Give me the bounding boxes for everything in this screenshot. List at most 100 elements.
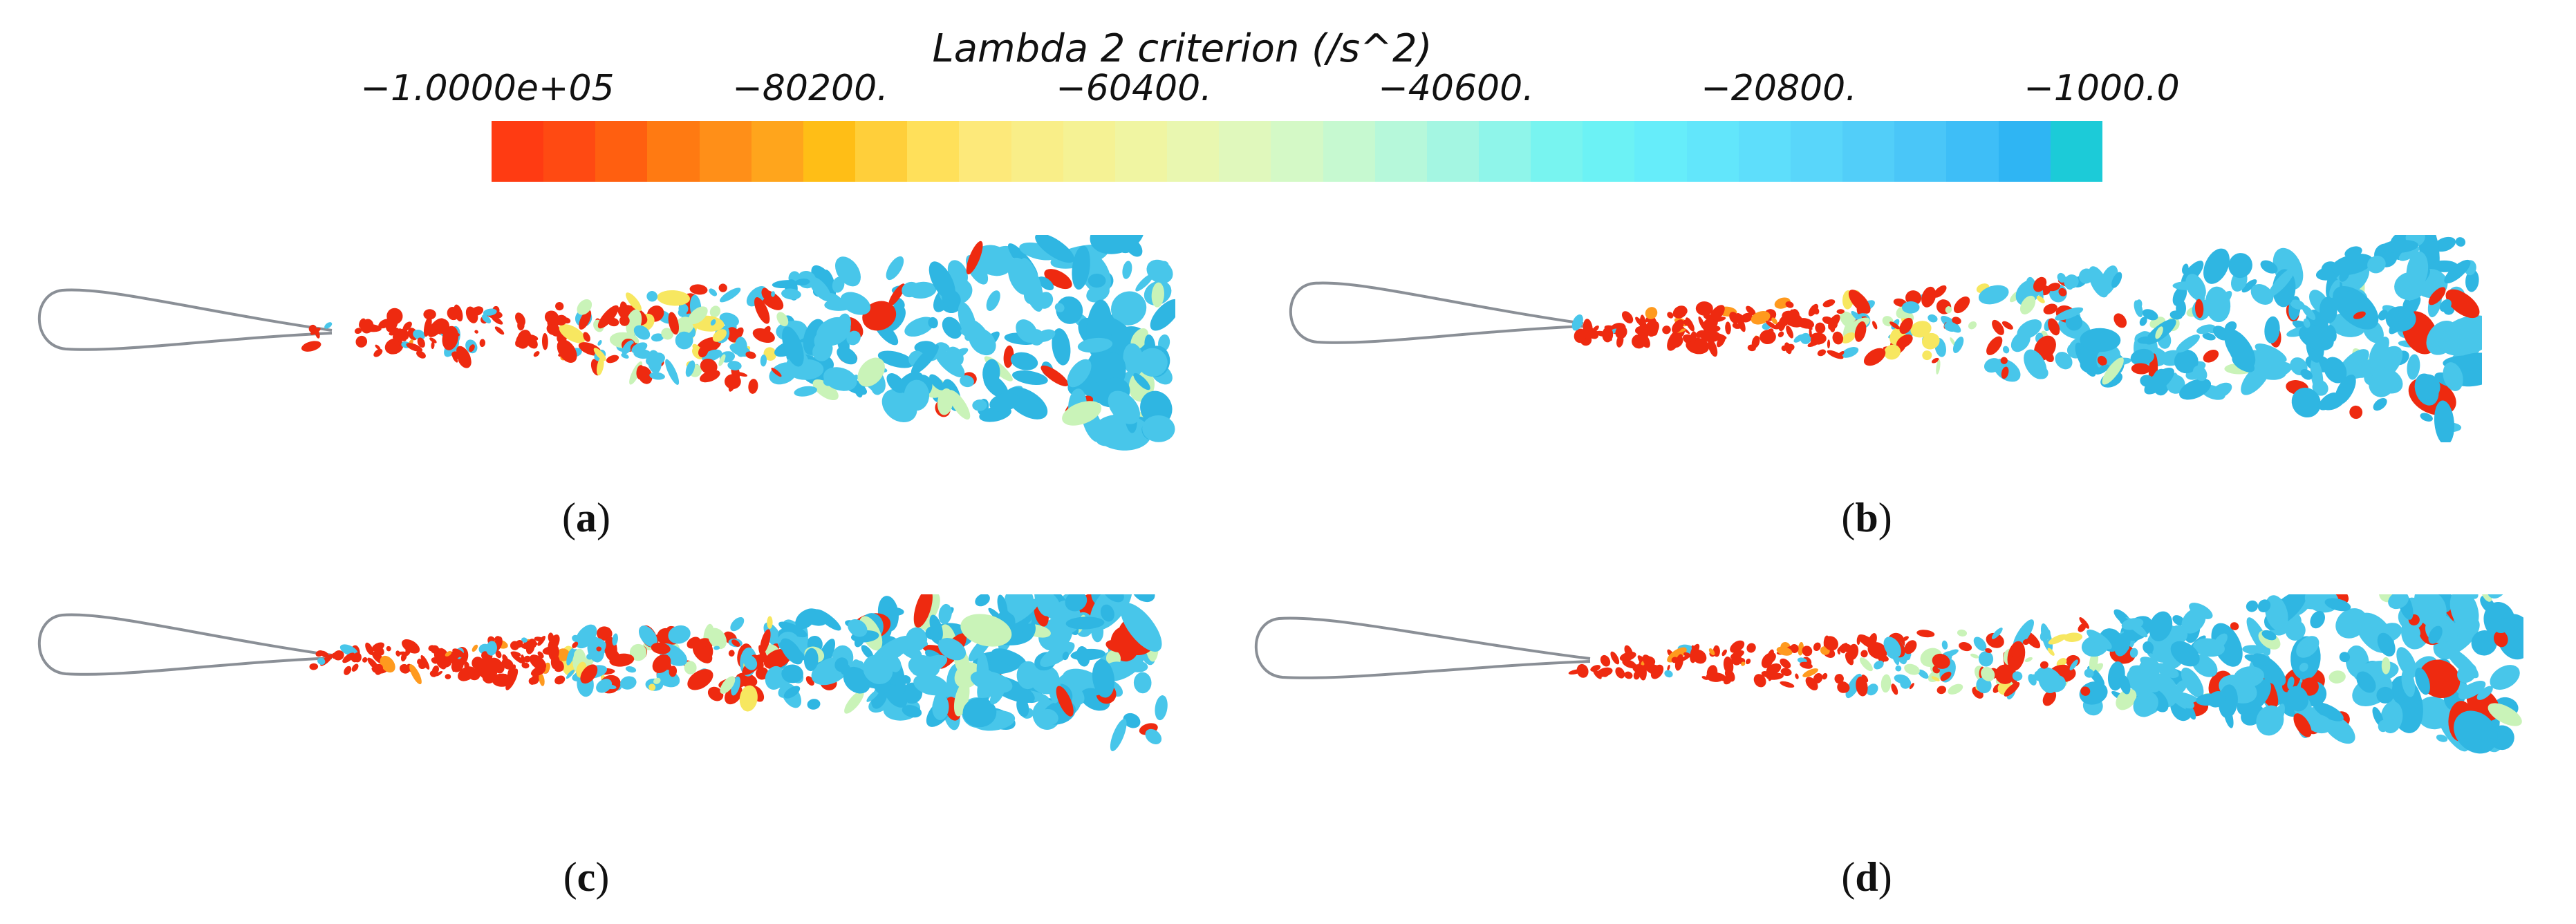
vortex-blob <box>371 642 384 652</box>
vortex-blob <box>2075 342 2096 377</box>
vortex-blob <box>2000 357 2008 364</box>
vortex-blob <box>649 372 665 380</box>
vortex-blob <box>625 666 637 673</box>
vortex-blob <box>2001 321 2013 330</box>
vortex-blob <box>1003 345 1014 368</box>
vortex-blob <box>1632 664 1646 673</box>
vortex-blob <box>1150 299 1175 331</box>
vortex-blob <box>2388 594 2409 610</box>
vortex-blob <box>832 276 845 293</box>
vortex-blob <box>827 293 844 308</box>
vortex-blob <box>2114 632 2131 657</box>
vortex-blob <box>435 671 443 677</box>
vortex-blob <box>1973 637 1987 651</box>
vortex-blob <box>1986 336 2003 355</box>
vortex-blob <box>2488 703 2522 726</box>
vortex-blob <box>2449 594 2479 632</box>
vortex-blob <box>684 661 697 675</box>
vortex-blob <box>657 290 690 306</box>
vortex-blob <box>1900 677 1912 689</box>
colorbar-swatch <box>2050 121 2102 182</box>
vortex-blob <box>2203 350 2219 363</box>
vortex-blob <box>1874 660 1884 670</box>
vortex-blob <box>835 256 861 287</box>
colorbar-swatch <box>1478 121 1531 182</box>
vortex-blob <box>1747 344 1756 352</box>
vortex-blob <box>1016 661 1040 690</box>
vortex-blob <box>2119 675 2131 695</box>
vortex-blob <box>1941 640 1948 650</box>
vortex-blob <box>675 331 693 350</box>
vortex-blob <box>1645 307 1658 319</box>
vortex-blob <box>2176 334 2200 353</box>
vortex-blob <box>1802 668 1818 677</box>
vortex-blob <box>1677 305 1686 314</box>
vortex-blob <box>2233 666 2264 688</box>
vortex-blob <box>745 351 756 359</box>
vortex-blob <box>1056 296 1083 324</box>
vortex-blob <box>456 346 472 365</box>
vortex-blob <box>2300 369 2313 380</box>
wake-panel-c <box>28 594 1175 760</box>
vortex-blob <box>539 672 545 686</box>
colorbar-tick-2: −80200. <box>732 68 888 109</box>
vortex-blob <box>515 640 523 648</box>
vortex-blob <box>1133 373 1150 390</box>
vortex-blob <box>765 666 785 690</box>
vortex-blob <box>834 657 849 672</box>
vortex-blob <box>2265 595 2288 631</box>
vortex-blob <box>2310 357 2324 394</box>
vortex-blob <box>301 341 321 352</box>
vortex-blob <box>1145 728 1162 744</box>
vortex-blob <box>687 669 713 690</box>
vortex-blob <box>2455 237 2466 247</box>
vortex-blob <box>2378 310 2389 321</box>
vortex-blob <box>1615 667 1625 679</box>
vortex-blob <box>991 648 1027 668</box>
vortex-blob <box>550 654 560 670</box>
vortex-blob <box>1721 649 1727 657</box>
vortex-blob <box>1741 312 1753 323</box>
vortex-blob <box>1985 648 1992 653</box>
vortex-blob <box>429 337 437 343</box>
vortex-blob <box>2121 618 2144 630</box>
vortex-blob <box>606 355 619 364</box>
vortex-blob <box>2381 239 2418 254</box>
vortex-blob <box>1807 339 1821 348</box>
vortex-blob <box>1662 326 1671 334</box>
vortex-blob <box>2040 628 2051 641</box>
airfoil-outline <box>37 288 333 351</box>
vortex-blob <box>809 276 832 302</box>
vortex-blob <box>1105 639 1128 653</box>
vortex-blob <box>1836 309 1845 314</box>
colorbar-swatch <box>803 121 856 182</box>
vortex-blob <box>2012 671 2023 681</box>
vortex-blob <box>767 616 773 629</box>
vortex-blob <box>661 328 674 340</box>
vortex-blob <box>2493 630 2508 648</box>
vortex-blob <box>452 355 458 363</box>
vortex-blob <box>2241 279 2257 293</box>
vortex-blob <box>719 287 741 303</box>
vortex-blob <box>934 348 965 377</box>
vortex-blob <box>1944 321 1958 332</box>
vortex-blob <box>844 690 864 714</box>
vortex-blob <box>1860 650 1868 658</box>
vortex-blob <box>464 661 469 670</box>
vortex-blob <box>1780 668 1792 677</box>
vortex-blob <box>2064 274 2079 289</box>
vortex-blob <box>1800 661 1813 669</box>
vortex-blob <box>2002 346 2010 354</box>
colorbar-swatch <box>543 121 596 182</box>
vortex-blob <box>960 375 974 388</box>
vortex-blob <box>1037 276 1054 291</box>
vortex-blob <box>2438 315 2482 356</box>
vortex-blob <box>1142 415 1175 442</box>
vortex-blob <box>2189 603 2213 619</box>
vortex-blob <box>2290 299 2305 310</box>
vortex-blob <box>537 635 546 646</box>
vortex-blob <box>2428 287 2446 305</box>
vortex-blob <box>668 312 680 335</box>
colorbar-swatch <box>1167 121 1220 182</box>
vortex-blob <box>2406 251 2429 290</box>
